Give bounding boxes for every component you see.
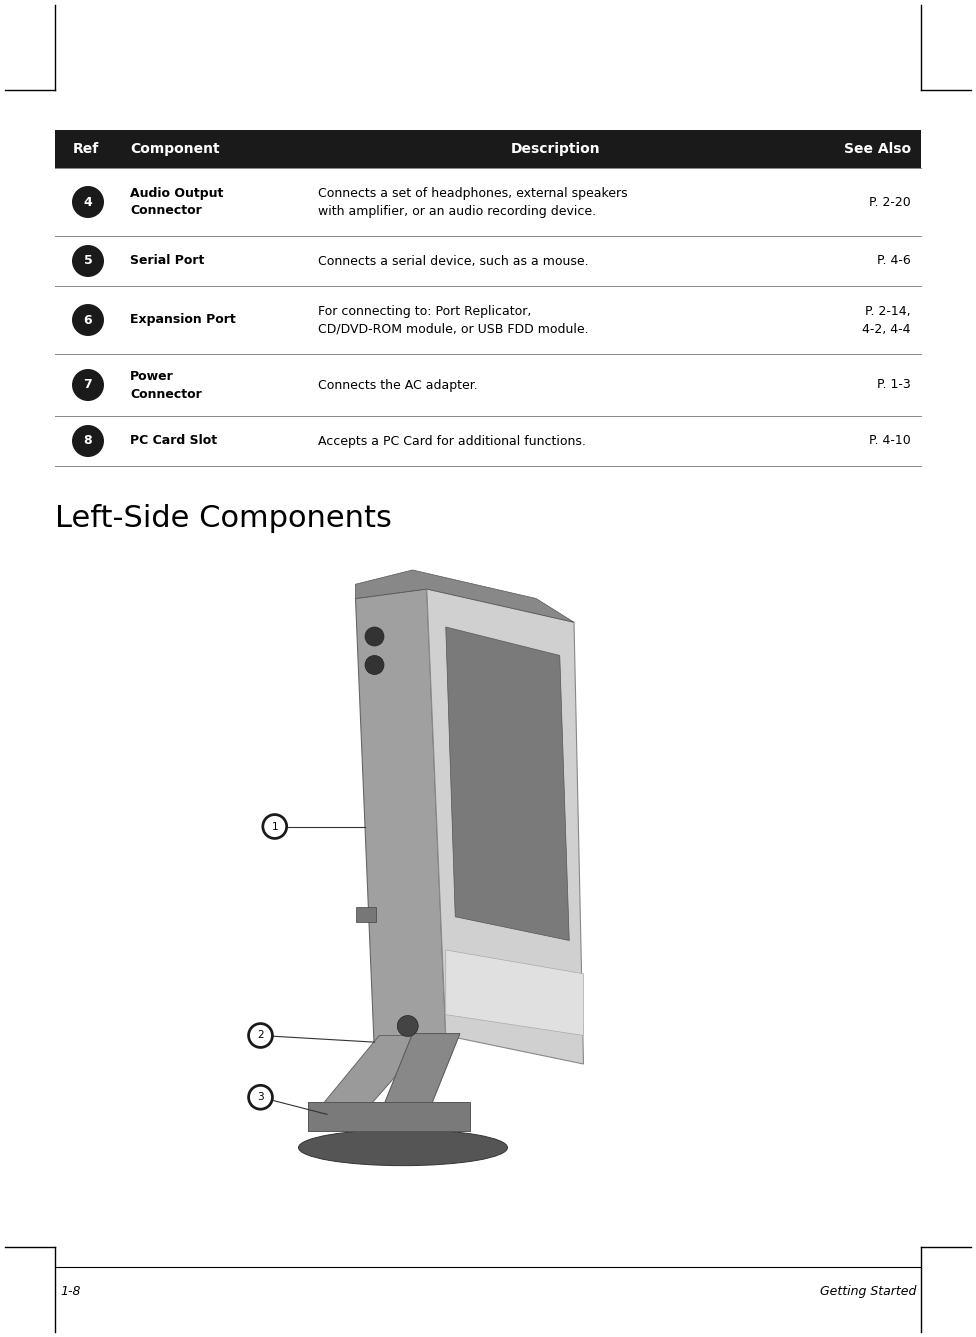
Text: Connects the AC adapter.: Connects the AC adapter.: [318, 378, 477, 392]
Text: P. 2-14,: P. 2-14,: [866, 305, 911, 317]
Polygon shape: [446, 627, 569, 940]
Text: 4-2, 4-4: 4-2, 4-4: [863, 322, 911, 336]
Circle shape: [72, 303, 104, 336]
Polygon shape: [312, 1035, 431, 1116]
Circle shape: [249, 1086, 272, 1108]
Circle shape: [264, 816, 286, 838]
Circle shape: [262, 813, 288, 840]
Text: with amplifier, or an audio recording device.: with amplifier, or an audio recording de…: [318, 205, 596, 218]
Text: Connector: Connector: [130, 388, 202, 401]
Bar: [355, 908, 377, 923]
Text: Connects a serial device, such as a mouse.: Connects a serial device, such as a mous…: [318, 254, 589, 267]
Text: 5: 5: [84, 254, 93, 267]
Text: Connector: Connector: [130, 205, 202, 218]
Text: 8: 8: [84, 435, 93, 448]
Text: P. 4-10: P. 4-10: [870, 435, 911, 448]
Text: Serial Port: Serial Port: [130, 254, 204, 267]
Text: 6: 6: [84, 313, 93, 326]
Text: 1: 1: [271, 821, 278, 832]
Polygon shape: [355, 590, 446, 1055]
Text: 7: 7: [84, 378, 93, 392]
Ellipse shape: [299, 1130, 508, 1166]
Circle shape: [397, 1016, 418, 1036]
Text: 2: 2: [258, 1031, 264, 1040]
Text: Accepts a PC Card for additional functions.: Accepts a PC Card for additional functio…: [318, 435, 586, 448]
Text: CD/DVD-ROM module, or USB FDD module.: CD/DVD-ROM module, or USB FDD module.: [318, 322, 589, 336]
Text: Audio Output: Audio Output: [130, 186, 224, 199]
Text: 3: 3: [257, 1092, 264, 1102]
Circle shape: [72, 186, 104, 218]
Bar: [55, 130, 921, 168]
Circle shape: [365, 627, 384, 646]
Polygon shape: [446, 951, 584, 1035]
Circle shape: [247, 1023, 274, 1048]
Text: Ref: Ref: [73, 142, 100, 156]
Polygon shape: [308, 1102, 469, 1131]
Circle shape: [72, 369, 104, 401]
Text: Component: Component: [130, 142, 220, 156]
Polygon shape: [355, 570, 574, 622]
Text: P. 4-6: P. 4-6: [877, 254, 911, 267]
Circle shape: [72, 245, 104, 277]
Text: 1-8: 1-8: [60, 1285, 80, 1298]
Circle shape: [72, 425, 104, 457]
Text: P. 1-3: P. 1-3: [877, 378, 911, 392]
Text: Getting Started: Getting Started: [820, 1285, 916, 1298]
Text: For connecting to: Port Replicator,: For connecting to: Port Replicator,: [318, 305, 531, 317]
Text: See Also: See Also: [844, 142, 911, 156]
Polygon shape: [380, 1034, 460, 1116]
Text: PC Card Slot: PC Card Slot: [130, 435, 217, 448]
Text: Power: Power: [130, 369, 174, 382]
Text: P. 2-20: P. 2-20: [870, 195, 911, 209]
Circle shape: [365, 655, 384, 674]
Polygon shape: [427, 590, 584, 1064]
Text: Expansion Port: Expansion Port: [130, 313, 236, 326]
Text: 4: 4: [84, 195, 93, 209]
Circle shape: [249, 1024, 272, 1047]
Text: Left-Side Components: Left-Side Components: [55, 504, 392, 533]
Circle shape: [247, 1084, 274, 1111]
Text: Description: Description: [510, 142, 600, 156]
Text: Connects a set of headphones, external speakers: Connects a set of headphones, external s…: [318, 186, 628, 199]
